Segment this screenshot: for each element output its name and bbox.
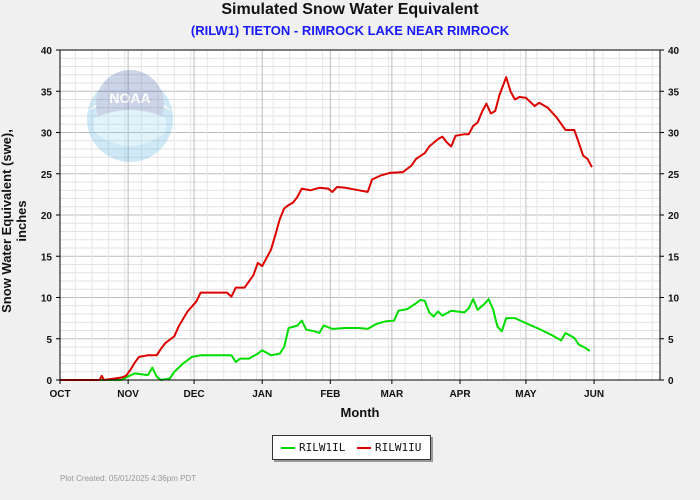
- x-axis-label: Month: [340, 405, 380, 420]
- y-tick-label-right: 35: [668, 87, 680, 98]
- grid: [60, 50, 660, 380]
- chart-subtitle: (RILW1) TIETON - RIMROCK LAKE NEAR RIMRO…: [190, 23, 510, 38]
- x-tick-label: JUN: [584, 389, 604, 400]
- noaa-logo-text: NOAA: [109, 90, 150, 106]
- series-layer: [60, 76, 593, 381]
- y-tick-label-left: 5: [46, 335, 52, 346]
- series-line-rilw1il: [60, 298, 591, 381]
- noaa-logo: NOAA: [87, 70, 173, 162]
- y-tick-label-left: 35: [41, 87, 53, 98]
- y-tick-label-left: 0: [46, 376, 52, 387]
- legend-item-iu: RILW1IU: [357, 441, 421, 454]
- y-tick-label-left: 15: [41, 252, 53, 263]
- x-tick-label: OCT: [49, 389, 70, 400]
- x-tick-label: DEC: [184, 389, 205, 400]
- x-tick-label: NOV: [117, 389, 139, 400]
- x-tick-label: FEB: [320, 389, 340, 400]
- x-tick-label: MAY: [515, 389, 537, 400]
- legend-label-il: RILW1IL: [299, 441, 346, 454]
- legend-swatch-il: [281, 447, 295, 449]
- x-tick-label: JAN: [252, 389, 272, 400]
- y-tick-label-left: 10: [41, 294, 53, 305]
- legend-item-il: RILW1IL: [281, 441, 345, 454]
- y-tick-label-right: 0: [668, 376, 674, 387]
- y-tick-label-right: 10: [668, 294, 680, 305]
- x-tick-label: APR: [449, 389, 471, 400]
- y-tick-label-left: 25: [41, 170, 53, 181]
- y-tick-label-right: 5: [668, 335, 674, 346]
- y-tick-label-left: 40: [41, 46, 53, 57]
- legend: RILW1IL RILW1IU: [272, 435, 431, 460]
- y-tick-label-right: 25: [668, 170, 680, 181]
- y-tick-label-left: 30: [41, 129, 53, 140]
- y-tick-label-right: 15: [668, 252, 680, 263]
- plot-created-footer: Plot Created: 05/01/2025 4:36pm PDT: [60, 474, 197, 483]
- legend-label-iu: RILW1IU: [375, 441, 422, 454]
- y-tick-label-right: 20: [668, 211, 680, 222]
- ticks: 0 0 5 5 10 10 15 15 20 20 25 25 30 30 35 35 40 40 OCT NOV DE…: [41, 46, 680, 400]
- y-tick-label-right: 30: [668, 129, 680, 140]
- series-line-rilw1iu: [60, 76, 593, 381]
- legend-swatch-iu: [357, 447, 371, 449]
- y-tick-label-left: 20: [41, 211, 53, 222]
- x-tick-label: MAR: [380, 389, 404, 400]
- y-tick-label-right: 40: [668, 46, 680, 57]
- chart-title: Simulated Snow Water Equivalent: [221, 1, 479, 18]
